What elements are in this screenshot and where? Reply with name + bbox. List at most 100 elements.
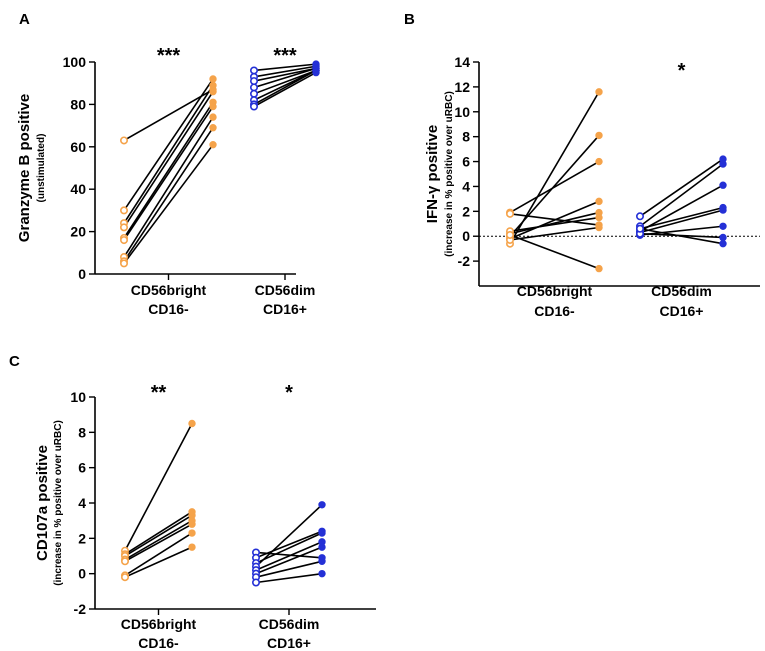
x-category-label-line1: CD56dim <box>259 616 320 632</box>
group-1: ** CD56bright CD16- <box>121 382 197 651</box>
panel-letter: C <box>9 353 20 370</box>
stimulated-point <box>595 131 603 140</box>
stimulated-point <box>318 557 326 565</box>
stimulated-point <box>719 239 727 248</box>
y-axis-label: IFN-γ positive <box>424 125 441 223</box>
stimulated-point <box>595 197 603 206</box>
stimulated-point <box>209 113 217 121</box>
pair-line <box>509 234 600 270</box>
pair-line <box>253 71 317 108</box>
y-tick-label: 80 <box>70 96 86 112</box>
stimulated-point <box>318 501 326 509</box>
stimulated-point <box>209 102 217 111</box>
panel-letter: A <box>19 11 30 28</box>
y-tick-label: 8 <box>78 424 86 440</box>
pair-line <box>253 63 317 72</box>
y-tick-label: 4 <box>462 178 470 194</box>
y-tick-label: 14 <box>454 54 470 70</box>
pair-line <box>253 67 317 82</box>
significance-marker: * <box>285 382 293 404</box>
stimulated-point <box>595 223 603 232</box>
group-1: *** CD56bright CD16- <box>120 45 217 317</box>
y-axis-sublabel: (unstimulated) <box>36 134 47 203</box>
panel-b: B -2 0 2 4 6 8 10 12 14 IFN-γ positive (increase in… <box>404 11 760 319</box>
stimulated-point <box>188 543 196 551</box>
stimulated-point <box>209 75 217 83</box>
pair-line <box>124 523 193 562</box>
stimulated-point <box>209 81 217 90</box>
y-axis-sublabel: (increase in % positive over uRBC) <box>53 420 64 586</box>
stimulated-point <box>188 529 196 537</box>
pair-line <box>639 209 724 234</box>
stimulated-point <box>719 222 727 230</box>
stimulated-point <box>719 206 727 214</box>
pair-line <box>124 511 193 555</box>
y-axis-label: Granzyme B positive <box>16 94 33 242</box>
pair-line <box>123 144 214 264</box>
y-tick-label: 20 <box>70 224 86 240</box>
stimulated-point <box>719 233 727 242</box>
y-tick-label: -2 <box>74 601 87 617</box>
pair-line <box>124 532 193 577</box>
unstimulated-point <box>250 77 259 86</box>
pair-line <box>509 160 600 214</box>
pair-line <box>123 116 214 258</box>
stimulated-point <box>318 543 326 551</box>
unstimulated-point <box>250 66 259 75</box>
pair-line <box>253 65 317 78</box>
unstimulated-point <box>120 236 129 245</box>
stimulated-point <box>595 213 603 222</box>
stimulated-point <box>318 529 326 537</box>
unstimulated-point <box>121 573 130 582</box>
panel-letter: B <box>404 11 415 28</box>
group-2: *** CD56dim CD16+ <box>250 45 320 317</box>
y-tick-label: 6 <box>78 460 86 476</box>
stimulated-point <box>209 87 217 96</box>
x-category-label-line1: CD56bright <box>131 282 207 298</box>
pair-line <box>255 541 323 571</box>
y-tick-label: 100 <box>63 54 87 70</box>
x-category-label-line2: CD16+ <box>263 301 307 317</box>
y-axis-sublabel: (increase in % positive over uRBC) <box>444 91 455 257</box>
panel-a: A 0 20 40 60 80 100 Granzyme B positive (unstimu… <box>16 11 320 317</box>
pair-line <box>124 546 193 578</box>
significance-marker: * <box>678 60 686 82</box>
unstimulated-point <box>635 212 644 221</box>
stimulated-point <box>318 569 326 578</box>
unstimulated-point <box>120 259 129 268</box>
group-2: * CD56dim CD16+ <box>252 382 326 651</box>
stimulated-point <box>719 160 727 168</box>
y-tick-label: 0 <box>462 228 470 244</box>
pair-line <box>123 84 214 224</box>
group-2: * CD56dim CD16+ <box>635 60 727 319</box>
stimulated-point <box>595 157 603 166</box>
stimulated-point <box>209 124 217 132</box>
y-tick-label: 0 <box>78 266 86 282</box>
pair-line <box>124 514 193 557</box>
stimulated-point <box>595 264 603 273</box>
y-tick-label: 10 <box>70 389 86 405</box>
pair-line <box>639 158 724 217</box>
pair-line <box>509 134 600 237</box>
x-category-label-line2: CD16- <box>534 303 575 319</box>
stimulated-point <box>312 68 320 77</box>
pair-line <box>639 163 724 227</box>
y-axis-label: CD107a positive <box>34 445 51 561</box>
unstimulated-point <box>250 102 259 111</box>
y-tick-label: 6 <box>462 154 470 170</box>
pair-line <box>639 184 724 232</box>
x-category-label-line1: CD56bright <box>517 283 593 299</box>
y-tick-label: 40 <box>70 181 86 197</box>
x-category-label-line2: CD16- <box>138 635 179 651</box>
pair-line <box>255 572 323 584</box>
y-tick-label: 8 <box>462 129 470 145</box>
pair-line <box>123 101 214 239</box>
pair-line <box>253 69 317 106</box>
x-category-label-line1: CD56bright <box>121 616 197 632</box>
pair-line <box>509 211 600 235</box>
pair-line <box>509 226 600 241</box>
unstimulated-point <box>120 206 129 215</box>
x-category-label-line2: CD16- <box>148 301 189 317</box>
pair-line <box>255 504 323 568</box>
